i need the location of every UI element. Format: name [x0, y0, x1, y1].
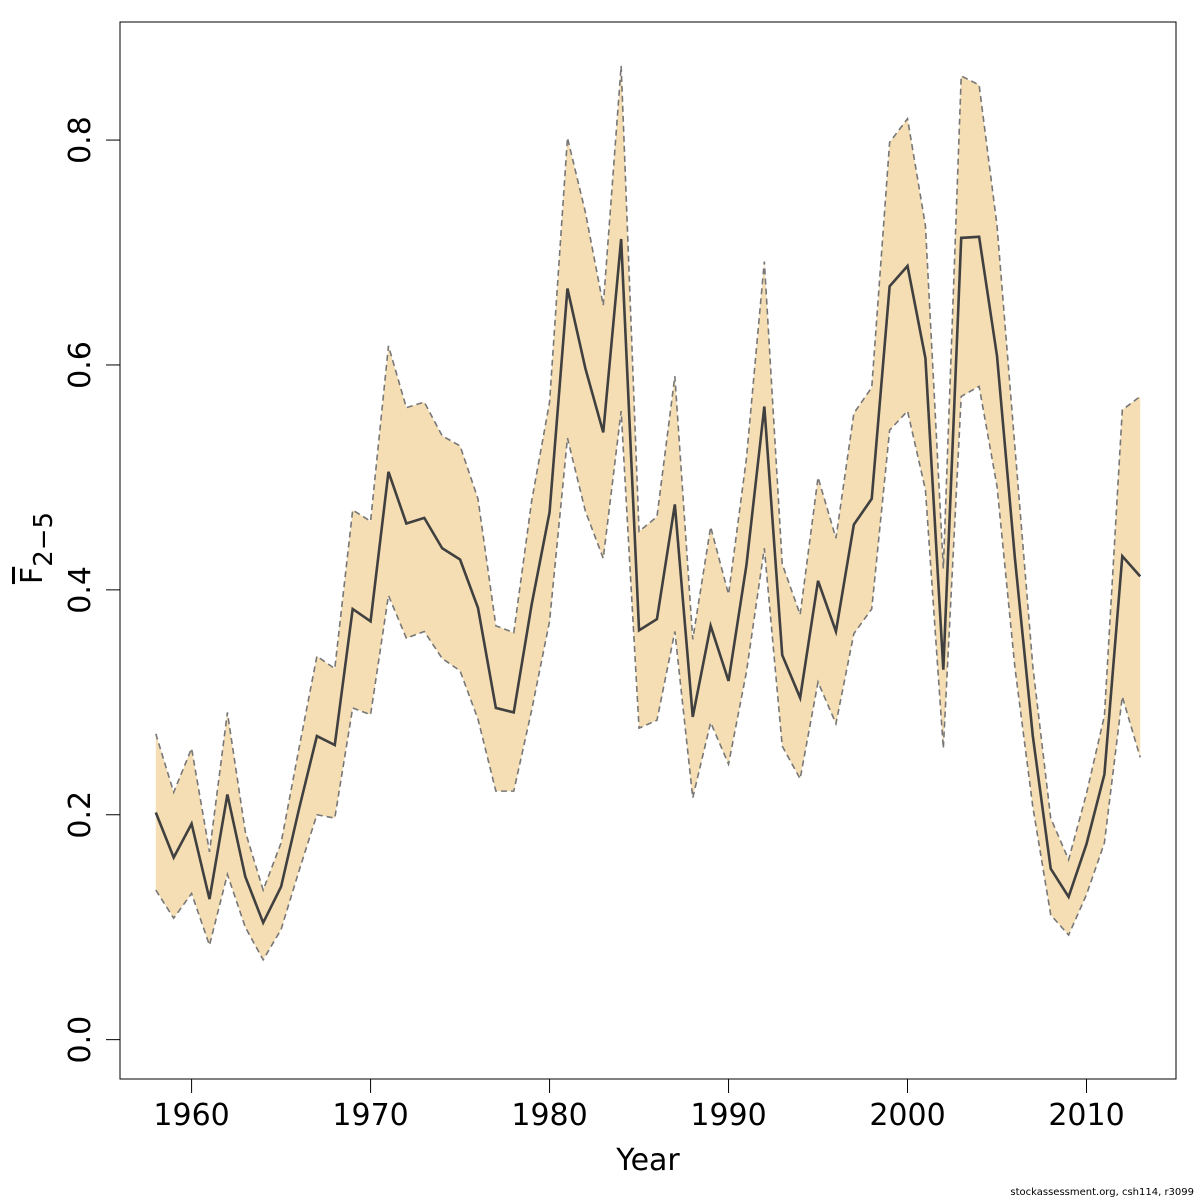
confidence-band-fill — [155, 65, 1141, 960]
x-tick-label: 1980 — [511, 1098, 587, 1133]
y-tick-label: 0.6 — [63, 341, 98, 389]
x-axis-title: Year — [615, 1143, 680, 1178]
x-axis: 1960 1970 1980 1990 2000 2010 — [153, 1079, 1125, 1133]
estimate-line — [154, 235, 1142, 926]
x-tick-label: 1970 — [332, 1098, 408, 1133]
lower-bound-line — [155, 385, 1141, 962]
x-tick-label: 2010 — [1048, 1098, 1124, 1133]
estimate-series-line — [154, 235, 1142, 926]
plot-frame — [119, 21, 1177, 1080]
x-tick-label: 2000 — [869, 1098, 945, 1133]
x-tick-label: 1990 — [690, 1098, 766, 1133]
y-axis: 0.0 0.2 0.4 0.6 0.8 — [63, 116, 120, 1064]
y-tick-label: 0.0 — [63, 1016, 98, 1064]
upper-bound-line — [155, 65, 1141, 893]
y-tick-label: 0.4 — [63, 566, 98, 614]
svg-text:F2−5: F2−5 — [15, 512, 59, 584]
y-tick-label: 0.8 — [63, 116, 98, 164]
y-axis-title-base: F — [15, 567, 50, 584]
y-axis-title: F2−5 — [15, 512, 59, 584]
confidence-band — [155, 65, 1141, 962]
footer-credit: stockassessment.org, csh114, r3099 — [1010, 1187, 1194, 1198]
y-axis-title-sub: 2−5 — [29, 512, 59, 567]
x-tick-label: 1960 — [153, 1098, 229, 1133]
y-tick-label: 0.2 — [63, 791, 98, 839]
